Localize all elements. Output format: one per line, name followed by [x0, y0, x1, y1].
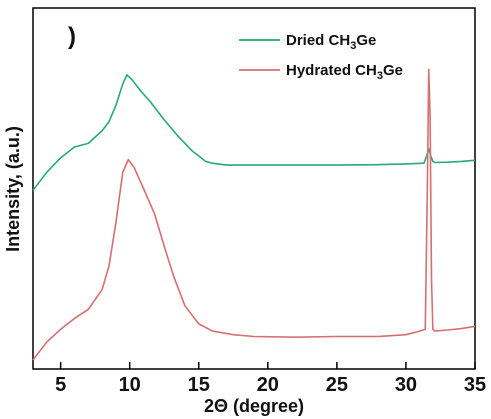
panel-label: ) — [68, 23, 76, 50]
x-tick-label-10: 10 — [119, 374, 141, 396]
series-line-dried — [32, 73, 476, 191]
legend-label-dried: Dried CH3Ge — [286, 32, 376, 52]
legend-label-hydrated: Hydrated CH3Ge — [286, 62, 403, 82]
x-tick-label-35: 35 — [464, 374, 486, 396]
x-tick-label-5: 5 — [55, 374, 66, 396]
legend: Dried CH3Ge Hydrated CH3Ge — [239, 32, 403, 82]
series-line-hydrated — [32, 68, 476, 361]
x-tick-label-25: 25 — [326, 374, 348, 396]
x-axis-title: 2Θ (degree) — [204, 396, 304, 416]
x-tick-label-15: 15 — [188, 374, 210, 396]
x-axis-ticks: 5 10 15 20 25 30 35 — [55, 362, 486, 396]
plot-frame — [32, 7, 476, 370]
x-tick-label-30: 30 — [395, 374, 417, 396]
x-tick-label-20: 20 — [257, 374, 279, 396]
series-layer — [32, 68, 476, 361]
y-axis-title: Intensity, (a.u.) — [3, 126, 23, 252]
